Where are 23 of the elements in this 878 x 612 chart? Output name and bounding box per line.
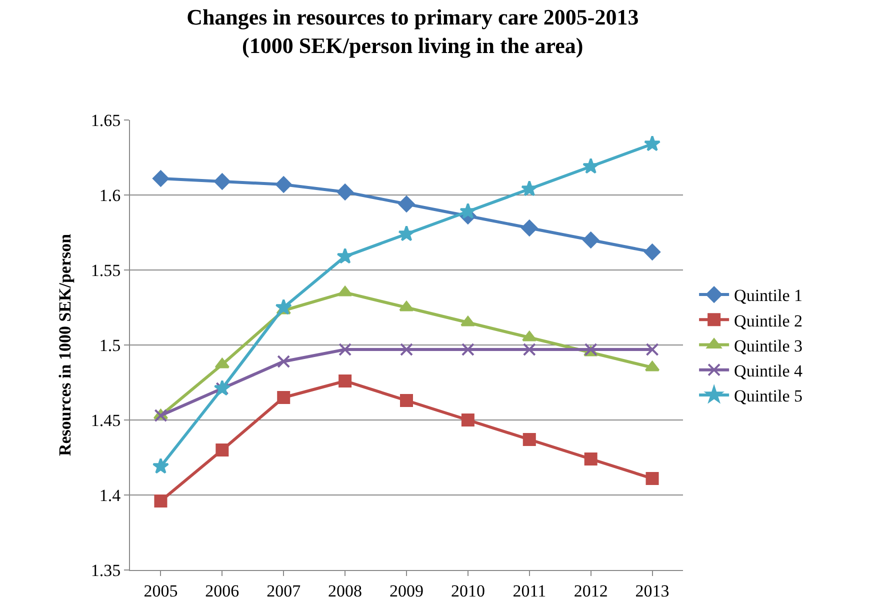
legend-label: Quintile 5	[734, 386, 803, 406]
legend-label: Quintile 1	[734, 286, 803, 306]
legend-label: Quintile 4	[734, 361, 804, 380]
x-tick-label: 2007	[266, 581, 302, 600]
y-tick-label: 1.5	[99, 336, 121, 355]
x-tick-label: 2009	[390, 581, 424, 600]
x-tick-label: 2006	[205, 581, 240, 600]
chart-title: Changes in resources to primary care 2005-2013 (1000 SEK/person living in the area)	[186, 4, 639, 58]
x-tick-label: 2005	[144, 581, 178, 600]
y-tick-label: 1.55	[90, 260, 121, 280]
y-tick-label: 1.6	[99, 186, 121, 205]
x-tick-label: 2013	[635, 581, 670, 600]
x-tick-label: 2012	[574, 581, 608, 600]
y-tick-label: 1.65	[90, 110, 121, 130]
x-tick-label: 2011	[512, 581, 546, 600]
x-tick-label: 2008	[328, 581, 362, 600]
legend-label: Quintile 3	[734, 336, 803, 356]
y-tick-label: 1.35	[90, 560, 121, 580]
x-tick-label: 2010	[450, 581, 485, 600]
y-tick-label: 1.45	[90, 410, 121, 430]
legend-label: Quintile 2	[734, 311, 803, 330]
y-axis-title: Resources in 1000 SEK/person	[55, 233, 74, 456]
y-tick-label: 1.4	[99, 486, 122, 505]
